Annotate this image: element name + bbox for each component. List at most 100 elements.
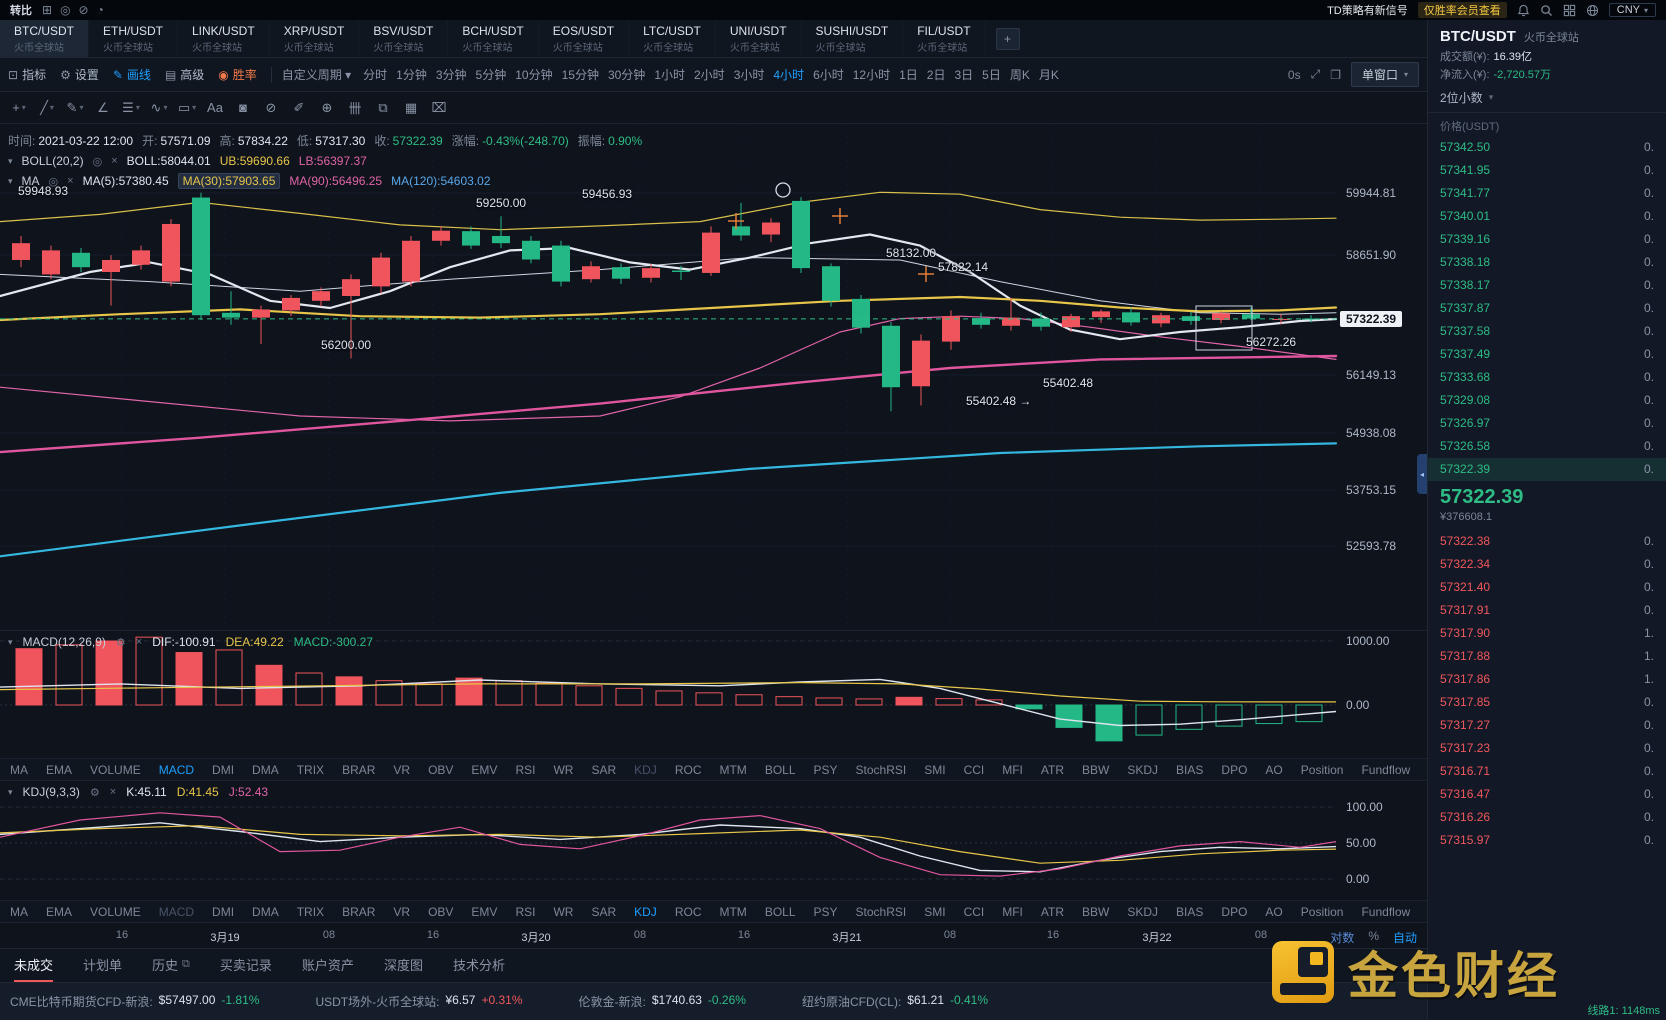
- advanced-button[interactable]: ▤ 高级: [164, 67, 205, 83]
- bid-row[interactable]: 57317.91 0.: [1428, 599, 1666, 622]
- log-scale-toggle[interactable]: 对数: [1330, 931, 1355, 945]
- percent-scale-toggle[interactable]: %: [1368, 929, 1379, 943]
- bid-row[interactable]: 57321.40 0.: [1428, 576, 1666, 599]
- window-mode-select[interactable]: 单窗口 ▾: [1350, 62, 1419, 87]
- ask-row[interactable]: 57326.97 0.: [1428, 412, 1666, 435]
- bid-row[interactable]: 57317.27 0.: [1428, 714, 1666, 737]
- prohibit-tool[interactable]: ⊘: [258, 96, 284, 120]
- indicator-tab-wr[interactable]: WR: [553, 762, 574, 777]
- period-10分钟[interactable]: 10分钟: [515, 68, 553, 82]
- indicator-tab-volume[interactable]: VOLUME: [90, 904, 141, 919]
- indicator-tab-ema[interactable]: EMA: [46, 762, 73, 777]
- settings-button[interactable]: ⚙ 设置: [60, 67, 99, 83]
- period-2小时[interactable]: 2小时: [694, 68, 725, 82]
- indicator-tab-sar[interactable]: SAR: [591, 904, 617, 919]
- indicator-tab-bias[interactable]: BIAS: [1176, 762, 1204, 777]
- indicator-tab-bbw[interactable]: BBW: [1082, 904, 1110, 919]
- indicator-tab-boll[interactable]: BOLL: [764, 904, 796, 919]
- ask-row[interactable]: 57338.17 0.: [1428, 274, 1666, 297]
- indicator-tab-dpo[interactable]: DPO: [1221, 904, 1248, 919]
- settings-gear-icon[interactable]: ⚙: [89, 786, 100, 799]
- draw-line-button[interactable]: ✎ 画线: [112, 67, 151, 83]
- indicator-tab-volume[interactable]: VOLUME: [90, 762, 141, 777]
- indicator-tab-stochrsi[interactable]: StochRSI: [855, 762, 907, 777]
- period-12小时[interactable]: 12小时: [852, 68, 891, 82]
- bid-row[interactable]: 57317.90 1.: [1428, 622, 1666, 645]
- pair-tab-bch-usdt[interactable]: BCH/USDT 火币全球站: [448, 20, 539, 57]
- pair-tab-eos-usdt[interactable]: EOS/USDT 火币全球站: [539, 20, 630, 57]
- indicator-tab-skdj[interactable]: SKDJ: [1127, 762, 1159, 777]
- indicator-tab-ema[interactable]: EMA: [46, 904, 73, 919]
- fullscreen-icon[interactable]: ⤢: [1310, 67, 1321, 81]
- bottom-tab-历史[interactable]: 历史 ⧉: [152, 958, 190, 973]
- indicator-tab-rsi[interactable]: RSI: [515, 762, 536, 777]
- indicator-tab-mfi[interactable]: MFI: [1002, 904, 1023, 919]
- ask-row[interactable]: 57340.01 0.: [1428, 205, 1666, 228]
- brush-tool[interactable]: ✎ ▾: [62, 96, 88, 120]
- ask-row[interactable]: 57337.58 0.: [1428, 320, 1666, 343]
- period-1日[interactable]: 1日: [899, 68, 918, 82]
- indicator-tab-mtm[interactable]: MTM: [719, 762, 747, 777]
- indicator-tab-wr[interactable]: WR: [553, 904, 574, 919]
- indicator-tab-trix[interactable]: TRIX: [296, 762, 325, 777]
- pair-tab-sushi-usdt[interactable]: SUSHI/USDT 火币全球站: [802, 20, 904, 57]
- pair-tab-btc-usdt[interactable]: BTC/USDT 火币全球站: [0, 20, 89, 57]
- indicator-tab-macd[interactable]: MACD: [158, 762, 195, 777]
- panel-grid-icon[interactable]: ⊞: [42, 3, 53, 17]
- indicator-tab-smi[interactable]: SMI: [924, 762, 946, 777]
- indicator-tab-fundflow[interactable]: Fundflow: [1361, 904, 1411, 919]
- search-icon[interactable]: [1540, 4, 1553, 17]
- period-5分钟[interactable]: 5分钟: [475, 68, 507, 82]
- indicator-tab-dpo[interactable]: DPO: [1221, 762, 1248, 777]
- period-5日[interactable]: 5日: [982, 68, 1001, 82]
- visibility-eye-icon[interactable]: ◎: [92, 155, 103, 168]
- indicator-tab-ma[interactable]: MA: [10, 904, 28, 919]
- period-1小时[interactable]: 1小时: [654, 68, 685, 82]
- indicator-tab-position[interactable]: Position: [1300, 904, 1344, 919]
- collapse-caret-icon[interactable]: ▾: [8, 175, 13, 186]
- bid-row[interactable]: 57317.85 0.: [1428, 691, 1666, 714]
- indicator-tab-mtm[interactable]: MTM: [719, 904, 747, 919]
- indicator-tab-boll[interactable]: BOLL: [764, 762, 796, 777]
- candlestick-chart[interactable]: [0, 124, 1428, 630]
- indicator-tab-atr[interactable]: ATR: [1040, 762, 1065, 777]
- wave-tool[interactable]: ∿ ▾: [146, 96, 172, 120]
- bid-row[interactable]: 57322.34 0.: [1428, 553, 1666, 576]
- indicator-tab-ao[interactable]: AO: [1265, 762, 1283, 777]
- sticker-tool[interactable]: ◙: [230, 96, 256, 120]
- pair-tab-eth-usdt[interactable]: ETH/USDT 火币全球站: [89, 20, 178, 57]
- indicator-tab-obv[interactable]: OBV: [428, 762, 454, 777]
- indicator-tab-skdj[interactable]: SKDJ: [1127, 904, 1159, 919]
- kdj-chart[interactable]: [0, 781, 1428, 901]
- pair-tab-ltc-usdt[interactable]: LTC/USDT 火币全球站: [629, 20, 716, 57]
- indicator-tab-ao[interactable]: AO: [1265, 904, 1283, 919]
- indicator-tab-cci[interactable]: CCI: [963, 762, 985, 777]
- apps-grid-icon[interactable]: [1563, 4, 1576, 17]
- sidebar-collapse-handle[interactable]: ◂: [1417, 454, 1427, 494]
- indicator-tab-fundflow[interactable]: Fundflow: [1361, 762, 1411, 777]
- indicator-tab-cci[interactable]: CCI: [963, 904, 985, 919]
- period-3小时[interactable]: 3小时: [733, 68, 765, 82]
- visibility-eye-icon[interactable]: ◎: [48, 175, 59, 188]
- bid-row[interactable]: 57316.71 0.: [1428, 760, 1666, 783]
- pencil-tool[interactable]: ✐: [286, 96, 312, 120]
- ask-row[interactable]: 57338.18 0.: [1428, 251, 1666, 274]
- indicator-tab-dma[interactable]: DMA: [252, 904, 279, 919]
- close-icon[interactable]: ×: [135, 636, 143, 648]
- ask-row[interactable]: 57341.77 0.: [1428, 182, 1666, 205]
- indicator-tab-trix[interactable]: TRIX: [296, 904, 325, 919]
- collapse-caret-icon[interactable]: ▾: [8, 786, 13, 797]
- ask-row[interactable]: 57337.49 0.: [1428, 343, 1666, 366]
- bid-row[interactable]: 57315.97 0.: [1428, 829, 1666, 852]
- indicator-tab-rsi[interactable]: RSI: [515, 904, 536, 919]
- ticker-item[interactable]: CME比特币期货CFD-新浪: $57497.00 -1.81%: [10, 993, 259, 1010]
- indicator-tab-stochrsi[interactable]: StochRSI: [855, 904, 907, 919]
- indicator-tab-vr[interactable]: VR: [393, 762, 411, 777]
- ticker-item[interactable]: 伦敦金-新浪: $1740.63 -0.26%: [579, 993, 746, 1010]
- indicator-tab-sar[interactable]: SAR: [591, 762, 617, 777]
- winrate-button[interactable]: ◉ 胜率: [218, 67, 257, 83]
- bid-row[interactable]: 57317.86 1.: [1428, 668, 1666, 691]
- indicator-tab-vr[interactable]: VR: [393, 904, 411, 919]
- bid-row[interactable]: 57316.47 0.: [1428, 783, 1666, 806]
- globe-icon[interactable]: [1586, 4, 1599, 17]
